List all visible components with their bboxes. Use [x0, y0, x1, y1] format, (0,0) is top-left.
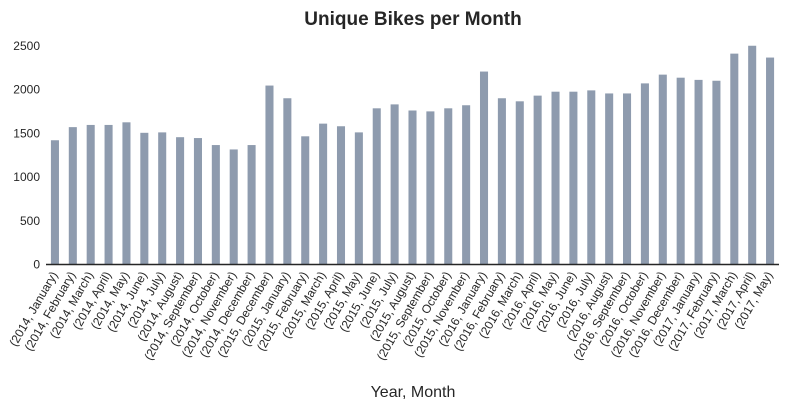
y-tick-label: 1500 — [13, 126, 40, 140]
bar — [640, 83, 649, 265]
bar — [730, 53, 739, 265]
bar — [319, 123, 328, 265]
bar — [86, 124, 95, 265]
bars-group — [50, 45, 775, 265]
y-tick-label: 2500 — [13, 39, 40, 53]
bar — [336, 126, 346, 265]
bar — [408, 110, 417, 265]
bar — [140, 132, 149, 265]
bar — [479, 71, 489, 265]
bar — [193, 138, 202, 265]
chart-title: Unique Bikes per Month — [304, 9, 521, 30]
bar — [533, 95, 542, 265]
bar — [623, 93, 632, 265]
bar — [515, 101, 524, 265]
bar — [68, 127, 77, 265]
bar — [390, 104, 399, 265]
bar — [247, 145, 256, 265]
bar — [211, 145, 220, 265]
bar — [50, 140, 59, 265]
y-tick-label: 2000 — [13, 83, 40, 97]
bar — [551, 91, 560, 265]
bar — [176, 137, 185, 265]
bar — [712, 80, 721, 265]
bar — [372, 108, 381, 265]
bar — [283, 98, 292, 265]
bar — [301, 136, 310, 265]
x-axis-ticks: (2014, January)(2014, February)(2014, Ma… — [6, 269, 775, 363]
bar — [354, 132, 363, 265]
bar — [158, 132, 167, 265]
bar — [426, 111, 435, 265]
bar — [569, 91, 578, 265]
bar — [658, 74, 667, 265]
bar — [676, 77, 685, 265]
x-axis-label: Year, Month — [371, 384, 456, 401]
bar — [605, 93, 614, 265]
bar — [587, 90, 596, 265]
bar — [748, 45, 757, 265]
bar — [104, 124, 113, 265]
y-tick-label: 500 — [20, 214, 40, 228]
bar — [444, 108, 453, 265]
bar — [694, 79, 703, 265]
bar — [766, 57, 775, 265]
y-tick-label: 1000 — [13, 170, 40, 184]
bar — [497, 98, 506, 265]
y-tick-label: 0 — [33, 258, 40, 272]
y-axis-ticks: 0 500 1000 1500 2000 2500 — [13, 39, 40, 272]
bar — [122, 122, 131, 265]
bar — [462, 105, 471, 265]
bar — [265, 85, 274, 265]
bar — [229, 149, 238, 265]
